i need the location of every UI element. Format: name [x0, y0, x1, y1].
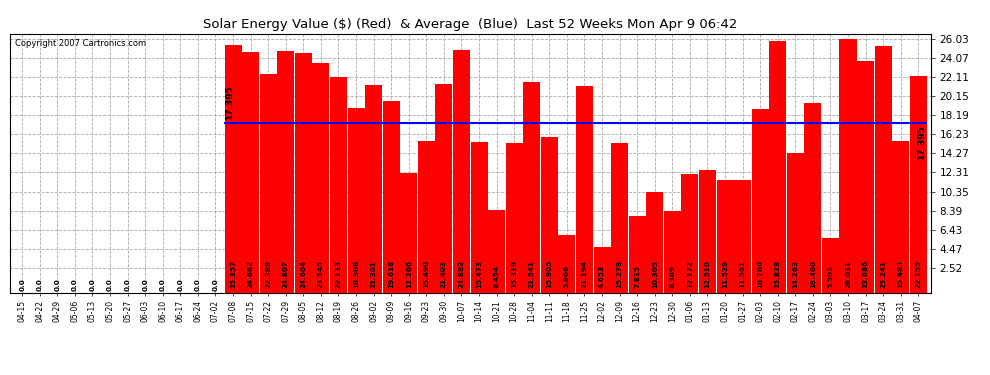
Text: 0.0: 0.0: [37, 278, 43, 291]
Text: 24.604: 24.604: [300, 260, 306, 288]
Text: 0.0: 0.0: [159, 278, 165, 291]
Bar: [840, 39, 856, 292]
Text: 21.301: 21.301: [370, 260, 376, 288]
Bar: [857, 62, 874, 292]
Text: 22.133: 22.133: [336, 260, 342, 288]
Text: 12.172: 12.172: [687, 260, 693, 288]
Bar: [470, 142, 487, 292]
Bar: [506, 143, 523, 292]
Text: 0.0: 0.0: [107, 278, 113, 291]
Bar: [277, 51, 294, 292]
Bar: [910, 76, 927, 292]
Text: 8.454: 8.454: [494, 265, 500, 288]
Bar: [365, 85, 382, 292]
Text: 11.529: 11.529: [722, 260, 728, 288]
Text: 26.031: 26.031: [845, 260, 851, 288]
Bar: [400, 173, 417, 292]
Text: 4.653: 4.653: [599, 265, 605, 288]
Text: 25.357: 25.357: [230, 260, 236, 288]
Bar: [594, 247, 611, 292]
Text: 0.0: 0.0: [19, 278, 25, 291]
Text: 24.807: 24.807: [283, 260, 289, 288]
Text: 23.686: 23.686: [862, 260, 868, 288]
Text: 5.866: 5.866: [564, 264, 570, 288]
Bar: [646, 192, 663, 292]
Text: 25.241: 25.241: [880, 260, 886, 288]
Bar: [259, 74, 277, 292]
Text: 21.403: 21.403: [441, 260, 446, 288]
Text: 11.561: 11.561: [740, 260, 745, 288]
Text: 23.545: 23.545: [318, 260, 324, 288]
Text: 17.395: 17.395: [225, 85, 235, 120]
Bar: [576, 86, 593, 292]
Text: 0.0: 0.0: [72, 278, 78, 291]
Bar: [892, 141, 909, 292]
Text: 18.908: 18.908: [353, 260, 359, 288]
Text: 15.319: 15.319: [511, 260, 517, 288]
Bar: [663, 211, 681, 292]
Text: 19.400: 19.400: [810, 260, 816, 288]
Text: 15.483: 15.483: [898, 260, 904, 288]
Bar: [717, 180, 734, 292]
Bar: [734, 180, 751, 292]
Text: 0.0: 0.0: [195, 278, 201, 291]
Bar: [488, 210, 505, 292]
Text: 18.780: 18.780: [757, 260, 763, 288]
Bar: [295, 53, 312, 292]
Text: 15.490: 15.490: [424, 260, 430, 288]
Bar: [225, 45, 242, 292]
Text: 5.591: 5.591: [828, 264, 834, 288]
Bar: [418, 141, 435, 292]
Text: 21.194: 21.194: [581, 260, 587, 288]
Text: 24.882: 24.882: [458, 260, 464, 288]
Bar: [347, 108, 364, 292]
Text: 0.0: 0.0: [89, 278, 95, 291]
Bar: [874, 46, 892, 292]
Text: 15.905: 15.905: [546, 260, 552, 288]
Text: 0.0: 0.0: [143, 278, 148, 291]
Bar: [611, 144, 628, 292]
Text: 14.263: 14.263: [792, 260, 798, 288]
Text: 0.0: 0.0: [213, 278, 219, 291]
Bar: [804, 103, 822, 292]
Text: 12.266: 12.266: [406, 260, 412, 288]
Text: 25.828: 25.828: [775, 260, 781, 288]
Bar: [524, 82, 541, 292]
Bar: [787, 153, 804, 292]
Text: 22.389: 22.389: [265, 260, 271, 288]
Text: 15.473: 15.473: [476, 260, 482, 288]
Bar: [453, 50, 470, 292]
Text: 21.541: 21.541: [529, 260, 535, 288]
Text: 24.662: 24.662: [248, 260, 253, 288]
Text: 19.618: 19.618: [388, 260, 394, 288]
Bar: [313, 63, 330, 292]
Text: 22.155: 22.155: [916, 260, 922, 288]
Bar: [383, 101, 400, 292]
Bar: [541, 137, 557, 292]
Text: 8.389: 8.389: [669, 264, 675, 288]
Text: 10.305: 10.305: [651, 260, 657, 288]
Bar: [822, 238, 839, 292]
Bar: [330, 76, 346, 292]
Bar: [629, 216, 645, 292]
Bar: [769, 40, 786, 292]
Text: 0.0: 0.0: [54, 278, 60, 291]
Title: Solar Energy Value ($) (Red)  & Average  (Blue)  Last 52 Weeks Mon Apr 9 06:42: Solar Energy Value ($) (Red) & Average (…: [203, 18, 738, 31]
Bar: [681, 174, 698, 292]
Bar: [699, 171, 716, 292]
Bar: [558, 235, 575, 292]
Bar: [243, 52, 259, 292]
Text: 17.395: 17.395: [917, 125, 927, 160]
Text: 0.0: 0.0: [177, 278, 183, 291]
Bar: [436, 84, 452, 292]
Text: 0.0: 0.0: [125, 278, 131, 291]
Bar: [751, 110, 768, 292]
Text: 7.815: 7.815: [635, 265, 641, 288]
Text: Copyright 2007 Cartronics.com: Copyright 2007 Cartronics.com: [15, 39, 146, 48]
Text: 15.278: 15.278: [617, 260, 623, 288]
Text: 12.510: 12.510: [705, 260, 711, 288]
